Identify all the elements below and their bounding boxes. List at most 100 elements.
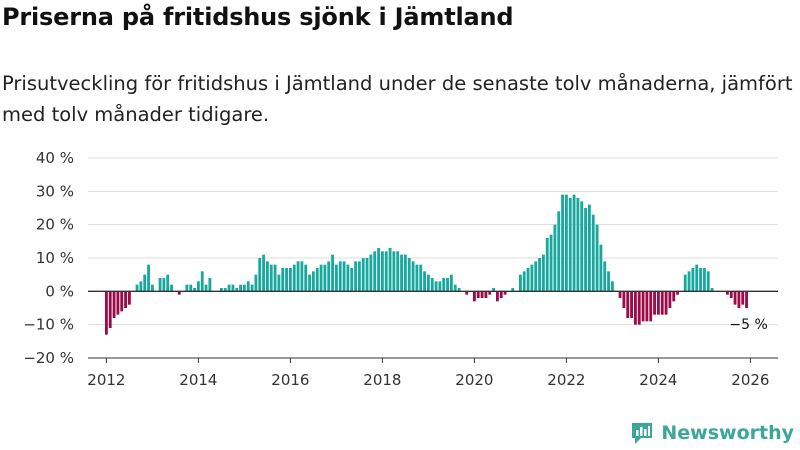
- bar: [595, 224, 599, 292]
- bar: [664, 291, 668, 315]
- bar: [672, 291, 676, 302]
- bar: [380, 251, 384, 292]
- bar: [530, 264, 534, 292]
- bar: [645, 291, 649, 322]
- bar: [384, 251, 388, 292]
- bar: [710, 288, 714, 292]
- bar: [610, 281, 614, 292]
- bar: [430, 278, 434, 292]
- last-value-annotation: −5 %: [729, 317, 767, 333]
- bar: [200, 271, 204, 292]
- x-tick-label: 2018: [363, 371, 401, 389]
- bar: [377, 248, 380, 292]
- bar: [269, 264, 273, 292]
- bar: [227, 284, 231, 292]
- bar: [676, 291, 679, 295]
- bar: [281, 268, 285, 292]
- y-tick-label: −10 %: [23, 316, 74, 334]
- bar: [354, 261, 357, 292]
- newsworthy-logo-icon: [632, 423, 653, 444]
- bar: [741, 291, 745, 305]
- bar: [104, 291, 108, 335]
- bar: [193, 288, 196, 292]
- bar: [162, 278, 166, 292]
- bar: [139, 281, 143, 292]
- y-tick-label: 30 %: [36, 182, 74, 200]
- bar: [143, 274, 147, 292]
- bar: [587, 204, 591, 292]
- brand-name: Newsworthy: [661, 422, 794, 444]
- bar: [618, 291, 622, 298]
- bar: [350, 268, 354, 292]
- bar: [702, 268, 706, 292]
- y-tick-label: −20 %: [23, 349, 74, 367]
- y-tick-label: 40 %: [36, 149, 74, 167]
- bar: [725, 291, 729, 295]
- bar: [545, 238, 549, 292]
- bar: [250, 284, 254, 292]
- bar: [488, 291, 492, 295]
- bar: [637, 291, 641, 325]
- bar: [622, 291, 626, 308]
- bar: [423, 271, 426, 292]
- bar: [691, 268, 695, 292]
- bar: [308, 274, 311, 292]
- bar: [434, 281, 438, 292]
- bar: [208, 278, 212, 292]
- bar: [737, 291, 741, 308]
- bar: [549, 234, 553, 292]
- bar: [522, 271, 526, 292]
- y-axis-ticks: −20 % −10 % 0 % 10 % 20 % 30 % 40 %: [23, 149, 74, 367]
- bar: [273, 264, 277, 292]
- y-tick-label: 10 %: [36, 249, 74, 267]
- bar: [338, 261, 342, 292]
- bar: [403, 254, 407, 292]
- bar: [189, 284, 193, 292]
- bar: [231, 284, 235, 292]
- bar: [687, 271, 691, 292]
- bar: [453, 284, 457, 292]
- bar: [683, 274, 687, 292]
- chart-subtitle: Prisutveckling för fritidshus i Jämtland…: [2, 72, 793, 126]
- bar: [503, 291, 507, 295]
- bar: [319, 264, 323, 292]
- bar: [695, 264, 699, 292]
- bar: [300, 261, 304, 292]
- bar: [246, 281, 250, 292]
- bar: [292, 264, 296, 292]
- bar: [561, 194, 564, 292]
- bar: [580, 201, 584, 292]
- bar: [388, 248, 392, 292]
- bar: [653, 291, 656, 315]
- bar: [239, 284, 242, 292]
- bar: [150, 284, 154, 292]
- bar: [166, 274, 170, 292]
- bar: [127, 291, 131, 305]
- bar-chart: −20 %−10 %0 %10 %20 %30 %40 % 2012 2014 20…: [23, 149, 778, 389]
- bar: [541, 254, 545, 292]
- bar: [219, 288, 223, 292]
- gridlines: [88, 157, 778, 359]
- bar: [204, 284, 208, 292]
- x-tick-label: 2022: [547, 371, 585, 389]
- bar: [656, 291, 660, 315]
- brand-logo[interactable]: Newsworthy: [629, 420, 794, 446]
- bar: [258, 258, 262, 292]
- bar: [446, 278, 449, 292]
- bar: [733, 291, 737, 305]
- bar: [557, 211, 561, 292]
- bar: [285, 268, 288, 292]
- bar: [116, 291, 120, 315]
- bar: [361, 258, 365, 292]
- bar: [277, 274, 281, 292]
- bar: [331, 254, 334, 292]
- bar: [311, 271, 315, 292]
- bar: [304, 264, 308, 292]
- bar: [729, 291, 733, 298]
- bar: [526, 268, 530, 292]
- bar: [262, 254, 265, 292]
- x-tick-label: 2016: [271, 371, 309, 389]
- bar: [699, 268, 702, 292]
- bar: [518, 274, 522, 292]
- bar: [492, 288, 495, 292]
